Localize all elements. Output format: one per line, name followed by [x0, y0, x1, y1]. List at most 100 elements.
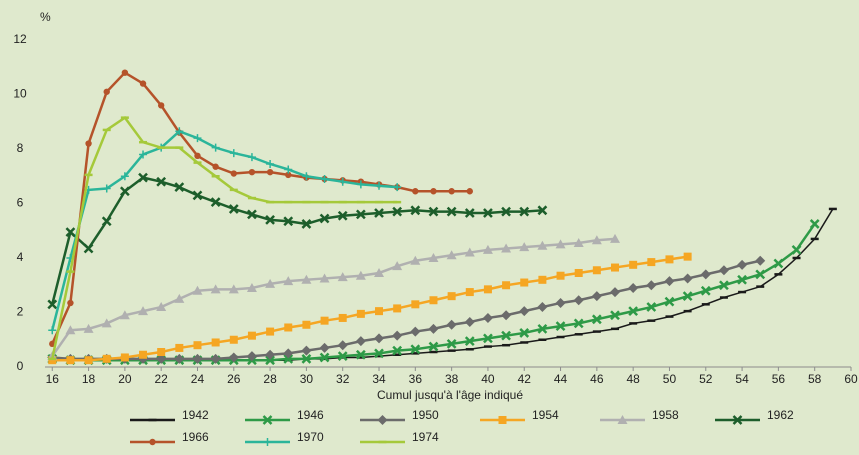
marker: [732, 415, 743, 425]
marker: [211, 338, 220, 347]
marker: [573, 295, 584, 306]
marker: [157, 102, 165, 109]
marker: [428, 206, 439, 217]
marker: [683, 252, 692, 261]
marker: [482, 244, 493, 254]
marker: [47, 299, 58, 310]
marker: [193, 341, 202, 350]
marker: [139, 350, 148, 359]
marker: [138, 306, 149, 316]
marker: [355, 349, 366, 360]
marker: [611, 263, 620, 272]
marker: [174, 353, 185, 364]
marker: [156, 176, 167, 187]
marker: [285, 171, 292, 179]
marker: [157, 348, 166, 357]
marker: [230, 170, 237, 177]
marker: [646, 280, 657, 291]
legend-label: 1942: [182, 408, 209, 422]
x-tick-label: 32: [336, 372, 350, 386]
series-line: [52, 259, 761, 361]
marker: [374, 267, 385, 277]
marker: [139, 150, 148, 159]
marker: [210, 197, 221, 208]
marker: [266, 327, 275, 336]
marker: [121, 69, 129, 76]
marker: [66, 356, 75, 365]
marker: [412, 188, 419, 195]
marker: [555, 297, 566, 308]
marker: [755, 269, 766, 280]
marker: [65, 227, 76, 237]
marker: [428, 341, 439, 352]
marker: [175, 343, 184, 352]
marker: [809, 219, 820, 229]
legend-label: 1946: [297, 408, 324, 422]
x-tick-label: 56: [772, 372, 786, 386]
marker: [265, 349, 276, 360]
marker: [175, 127, 184, 136]
marker: [737, 274, 747, 285]
legend-label: 1974: [412, 430, 439, 444]
marker: [83, 243, 94, 254]
marker: [139, 80, 147, 87]
marker: [466, 188, 473, 195]
marker: [538, 275, 547, 284]
x-tick-label: 42: [518, 372, 532, 386]
marker: [410, 205, 421, 216]
x-tick-label: 34: [372, 372, 386, 386]
marker: [263, 438, 272, 446]
marker: [48, 356, 57, 365]
marker: [537, 323, 548, 334]
marker: [520, 278, 529, 287]
marker: [283, 353, 294, 364]
marker: [410, 326, 421, 337]
marker: [591, 235, 602, 245]
marker: [119, 186, 130, 197]
marker: [591, 291, 602, 302]
marker: [320, 316, 329, 325]
legend-label: 1970: [297, 430, 324, 444]
marker: [120, 353, 129, 362]
marker: [737, 259, 748, 270]
marker: [247, 153, 256, 162]
marker: [156, 353, 167, 364]
marker: [374, 348, 384, 359]
marker: [465, 288, 474, 297]
marker: [301, 274, 312, 284]
x-tick-label: 54: [735, 372, 749, 386]
x-tick-label: 38: [445, 372, 459, 386]
marker: [283, 216, 294, 227]
marker: [211, 143, 220, 152]
x-tick-label: 52: [699, 372, 713, 386]
series-line: [51, 237, 616, 357]
marker: [646, 302, 657, 312]
marker: [482, 312, 493, 323]
marker: [393, 304, 402, 313]
marker: [101, 216, 112, 227]
y-tick-label: 0: [17, 359, 24, 373]
marker: [102, 354, 111, 363]
marker: [537, 302, 548, 313]
marker: [103, 88, 110, 95]
marker: [284, 323, 293, 332]
marker: [320, 174, 329, 183]
marker: [501, 310, 512, 321]
marker: [266, 159, 275, 168]
marker: [356, 309, 365, 318]
x-tick-label: 24: [191, 372, 205, 386]
marker: [67, 299, 74, 307]
marker: [483, 285, 492, 294]
marker: [228, 352, 239, 363]
marker: [192, 190, 203, 201]
marker: [773, 258, 784, 269]
marker: [483, 208, 493, 218]
marker: [519, 306, 530, 317]
marker: [375, 181, 384, 190]
marker: [700, 269, 711, 280]
marker: [193, 134, 202, 143]
legend-label: 1962: [767, 408, 794, 422]
x-tick-label: 60: [844, 372, 858, 386]
legend-label: 1950: [412, 408, 439, 422]
